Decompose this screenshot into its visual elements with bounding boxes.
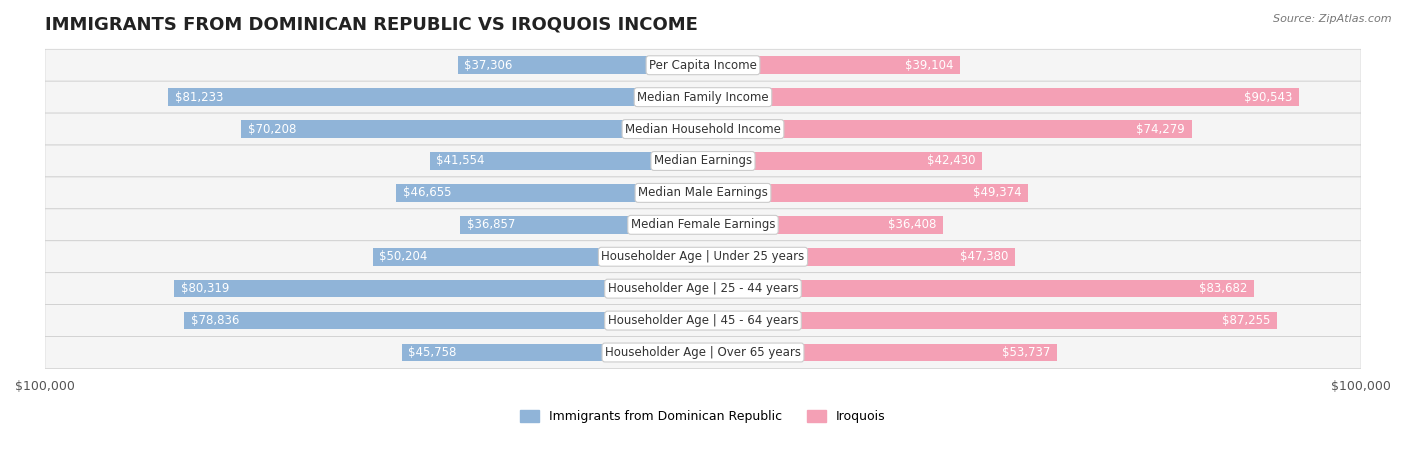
- Text: $46,655: $46,655: [402, 186, 451, 199]
- Text: $53,737: $53,737: [1001, 346, 1050, 359]
- Text: Median Female Earnings: Median Female Earnings: [631, 219, 775, 231]
- Text: $49,374: $49,374: [973, 186, 1021, 199]
- Text: $74,279: $74,279: [1136, 122, 1185, 135]
- Text: Householder Age | 45 - 64 years: Householder Age | 45 - 64 years: [607, 314, 799, 327]
- Bar: [457, 57, 703, 74]
- Bar: [703, 344, 1057, 361]
- Bar: [703, 88, 1299, 106]
- Text: Per Capita Income: Per Capita Income: [650, 59, 756, 72]
- Text: $78,836: $78,836: [191, 314, 239, 327]
- Bar: [703, 312, 1277, 329]
- FancyBboxPatch shape: [45, 177, 1361, 209]
- FancyBboxPatch shape: [45, 113, 1361, 145]
- Bar: [703, 120, 1192, 138]
- Legend: Immigrants from Dominican Republic, Iroquois: Immigrants from Dominican Republic, Iroq…: [516, 405, 890, 428]
- Text: $36,857: $36,857: [467, 219, 516, 231]
- FancyBboxPatch shape: [45, 81, 1361, 113]
- Text: Householder Age | Over 65 years: Householder Age | Over 65 years: [605, 346, 801, 359]
- Text: $42,430: $42,430: [927, 155, 976, 168]
- Text: $37,306: $37,306: [464, 59, 512, 72]
- Bar: [703, 216, 942, 234]
- Bar: [430, 152, 703, 170]
- Text: $90,543: $90,543: [1244, 91, 1292, 104]
- Text: $80,319: $80,319: [181, 282, 229, 295]
- Text: Median Family Income: Median Family Income: [637, 91, 769, 104]
- FancyBboxPatch shape: [45, 273, 1361, 304]
- Text: $83,682: $83,682: [1199, 282, 1247, 295]
- Bar: [703, 280, 1254, 297]
- Text: $39,104: $39,104: [905, 59, 953, 72]
- Text: Median Household Income: Median Household Income: [626, 122, 780, 135]
- Text: $41,554: $41,554: [436, 155, 485, 168]
- Bar: [460, 216, 703, 234]
- FancyBboxPatch shape: [45, 209, 1361, 241]
- Bar: [169, 88, 703, 106]
- Bar: [373, 248, 703, 266]
- FancyBboxPatch shape: [45, 304, 1361, 337]
- FancyBboxPatch shape: [45, 337, 1361, 368]
- Text: Householder Age | 25 - 44 years: Householder Age | 25 - 44 years: [607, 282, 799, 295]
- Bar: [703, 248, 1015, 266]
- Text: $47,380: $47,380: [960, 250, 1008, 263]
- Bar: [402, 344, 703, 361]
- Bar: [396, 184, 703, 202]
- Text: $45,758: $45,758: [409, 346, 457, 359]
- Bar: [703, 152, 983, 170]
- Bar: [184, 312, 703, 329]
- Text: Source: ZipAtlas.com: Source: ZipAtlas.com: [1274, 14, 1392, 24]
- Text: IMMIGRANTS FROM DOMINICAN REPUBLIC VS IROQUOIS INCOME: IMMIGRANTS FROM DOMINICAN REPUBLIC VS IR…: [45, 15, 697, 33]
- Bar: [703, 184, 1028, 202]
- Text: Householder Age | Under 25 years: Householder Age | Under 25 years: [602, 250, 804, 263]
- Text: Median Male Earnings: Median Male Earnings: [638, 186, 768, 199]
- Text: $81,233: $81,233: [174, 91, 224, 104]
- Text: $87,255: $87,255: [1222, 314, 1271, 327]
- Text: Median Earnings: Median Earnings: [654, 155, 752, 168]
- Text: $70,208: $70,208: [247, 122, 295, 135]
- Bar: [240, 120, 703, 138]
- Bar: [174, 280, 703, 297]
- FancyBboxPatch shape: [45, 50, 1361, 81]
- FancyBboxPatch shape: [45, 145, 1361, 177]
- Text: $50,204: $50,204: [380, 250, 427, 263]
- Text: $36,408: $36,408: [887, 219, 936, 231]
- FancyBboxPatch shape: [45, 241, 1361, 273]
- Bar: [703, 57, 960, 74]
